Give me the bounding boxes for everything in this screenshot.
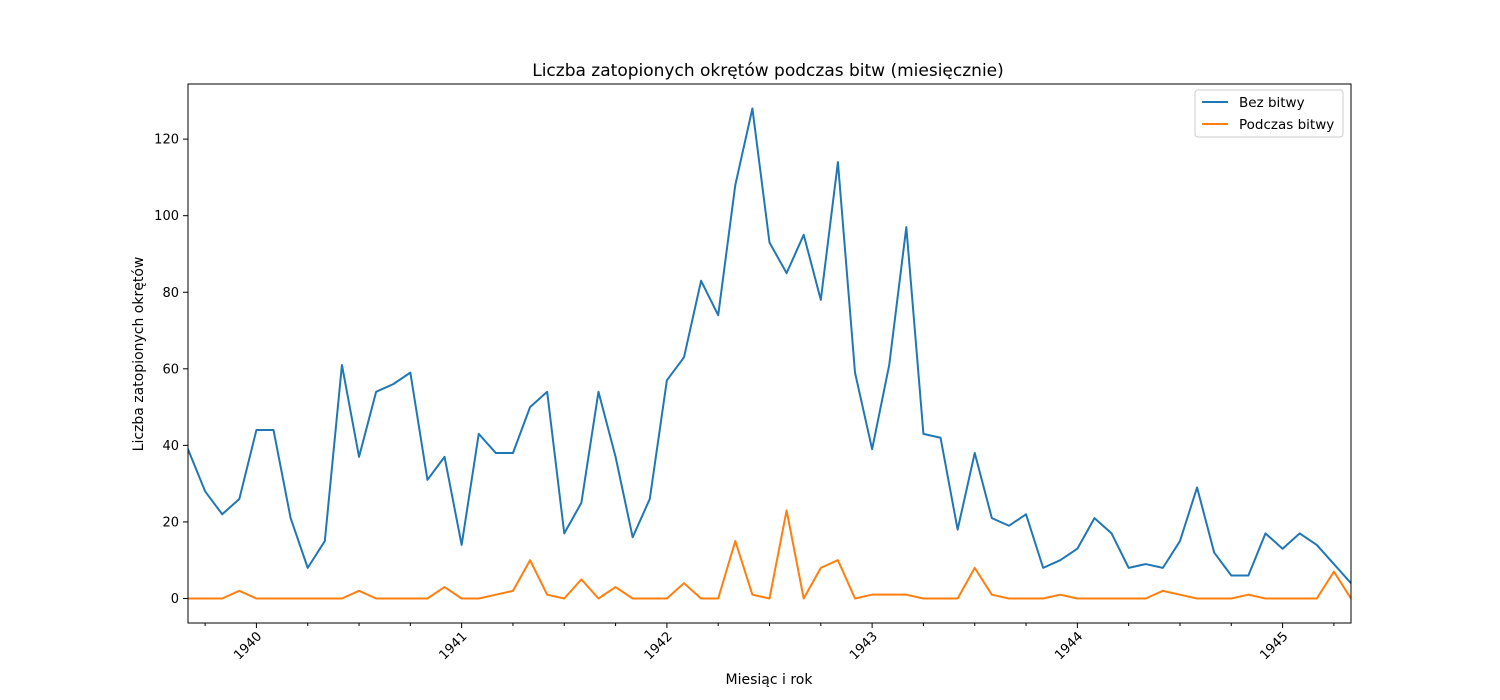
y-axis: 0 20 40 60 80 100 120 (154, 133, 188, 607)
series-layer (188, 107, 1351, 600)
x-axis-title: Miesiąc i rok (726, 672, 814, 688)
x-tick-label: 1944 (1052, 629, 1086, 663)
x-tick-label: 1941 (436, 629, 470, 663)
legend-box (1194, 89, 1344, 138)
x-tick-label: 1942 (642, 629, 676, 663)
y-tick-label: 120 (154, 133, 179, 148)
y-tick-label: 40 (162, 439, 179, 454)
x-tick-label: 1945 (1257, 629, 1291, 663)
y-tick-label: 80 (162, 286, 179, 301)
x-axis: 1940 1941 1942 1943 1944 1945 (204, 623, 1335, 663)
legend-label: Podczas bitwy (1239, 117, 1334, 133)
y-tick-label: 100 (154, 209, 179, 224)
y-tick-label: 0 (171, 592, 179, 607)
legend-label: Bez bitwy (1239, 95, 1305, 111)
legend: Bez bitwy Podczas bitwy (1194, 89, 1344, 138)
y-axis-title: Liczba zatopionych okrętów (131, 257, 147, 452)
y-tick-label: 20 (162, 515, 179, 530)
series-line-1 (188, 107, 1351, 585)
x-tick-label: 1943 (847, 629, 881, 663)
x-tick-label: 1940 (231, 629, 265, 663)
plot-frame (187, 83, 1352, 624)
series-line-2 (188, 509, 1351, 600)
y-tick-label: 60 (162, 362, 179, 377)
chart-title: Liczba zatopionych okrętów podczas bitw … (532, 61, 1004, 81)
